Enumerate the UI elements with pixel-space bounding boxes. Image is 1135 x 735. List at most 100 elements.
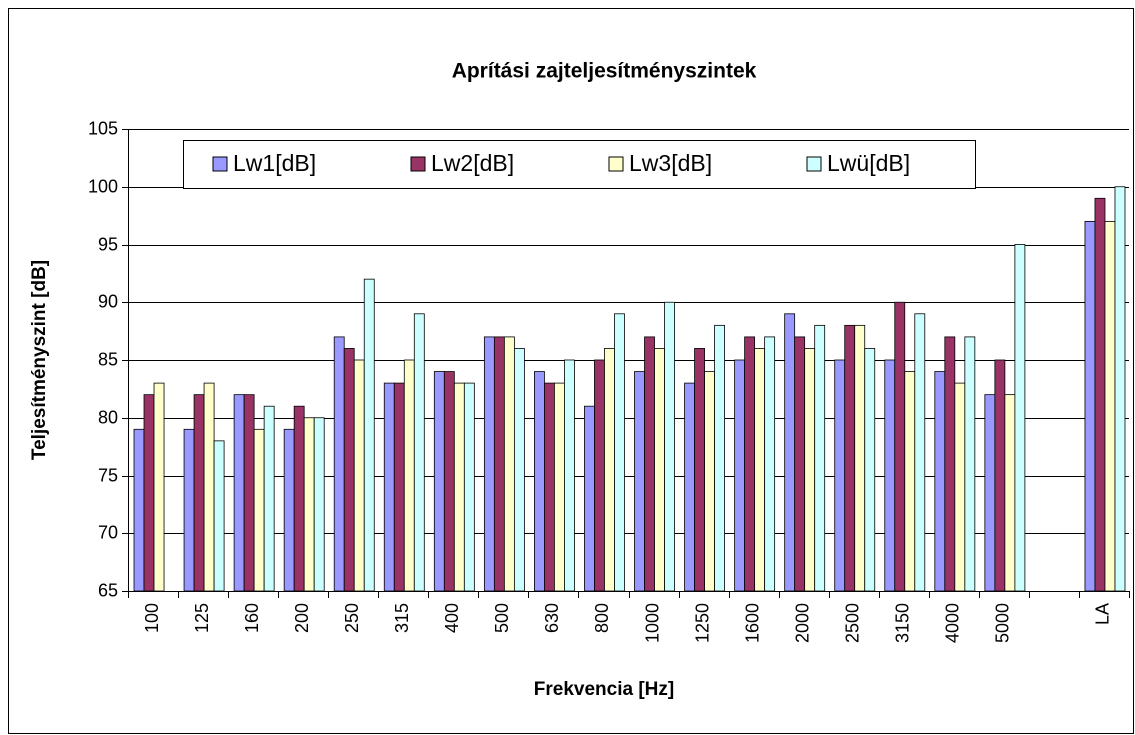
bar bbox=[884, 359, 896, 592]
bar bbox=[544, 382, 555, 592]
bar bbox=[534, 371, 545, 592]
x-tick-label: 5000 bbox=[993, 603, 1013, 643]
bar bbox=[493, 336, 505, 592]
bar bbox=[594, 359, 605, 592]
y-axis-title: Teljesítményszint [dB] bbox=[29, 260, 50, 460]
bar bbox=[263, 405, 275, 592]
x-tick-label: 1000 bbox=[642, 603, 662, 643]
x-tick-label: 2500 bbox=[842, 603, 862, 643]
bar bbox=[734, 359, 746, 592]
legend-swatch bbox=[212, 156, 228, 172]
bar bbox=[684, 382, 695, 592]
bar bbox=[503, 336, 515, 592]
x-tick-label: 500 bbox=[492, 603, 512, 633]
bar bbox=[584, 405, 595, 592]
bar bbox=[844, 324, 856, 592]
legend-label: Lwü[dB] bbox=[827, 150, 910, 176]
bar bbox=[443, 371, 455, 592]
x-tick-label: 100 bbox=[142, 603, 162, 633]
legend-swatch bbox=[608, 156, 624, 172]
bar bbox=[383, 382, 395, 592]
bar bbox=[333, 336, 345, 592]
legend-box bbox=[183, 140, 976, 189]
bar bbox=[403, 359, 415, 592]
bar bbox=[834, 359, 846, 592]
bar bbox=[1084, 220, 1096, 592]
bar bbox=[634, 371, 645, 592]
bar bbox=[664, 301, 675, 592]
bar bbox=[213, 440, 225, 592]
y-tick-label: 65 bbox=[98, 580, 118, 600]
x-tick-label: 160 bbox=[242, 603, 262, 633]
bar bbox=[463, 382, 475, 592]
bar bbox=[764, 336, 776, 592]
bar bbox=[604, 348, 615, 592]
legend-label: Lw3[dB] bbox=[629, 150, 712, 176]
bar bbox=[554, 382, 565, 592]
x-tick-label: 400 bbox=[442, 603, 462, 633]
y-tick-label: 80 bbox=[98, 407, 118, 427]
bar bbox=[233, 394, 245, 592]
bar bbox=[243, 394, 255, 592]
bar bbox=[193, 394, 205, 592]
x-tick-label: 4000 bbox=[943, 603, 963, 643]
bar bbox=[994, 359, 1006, 592]
bar bbox=[784, 313, 796, 592]
bar bbox=[614, 313, 625, 592]
x-tick-label: 315 bbox=[392, 603, 412, 633]
bar bbox=[293, 405, 305, 592]
bar bbox=[303, 417, 315, 592]
chart-title: Aprítási zajteljesítményszintek bbox=[452, 60, 757, 83]
legend-swatch bbox=[410, 156, 426, 172]
y-tick-label: 70 bbox=[98, 522, 118, 542]
bar bbox=[253, 428, 265, 592]
bar bbox=[1104, 220, 1116, 592]
x-tick-label: 3150 bbox=[893, 603, 913, 643]
x-tick-label: 250 bbox=[342, 603, 362, 633]
bar bbox=[483, 336, 495, 592]
bar bbox=[1004, 394, 1016, 592]
bar bbox=[1094, 197, 1106, 592]
bar bbox=[453, 382, 465, 592]
y-tick-label: 90 bbox=[98, 291, 118, 311]
x-tick-label: 1600 bbox=[742, 603, 762, 643]
bar bbox=[894, 301, 906, 592]
legend-swatch bbox=[806, 156, 822, 172]
bar bbox=[564, 359, 575, 592]
bar bbox=[754, 348, 766, 592]
bar bbox=[934, 371, 946, 592]
bar bbox=[904, 371, 916, 592]
x-tick-label: LA bbox=[1093, 603, 1113, 625]
y-tick-label: 95 bbox=[98, 234, 118, 254]
bar bbox=[513, 348, 525, 592]
y-tick-label: 85 bbox=[98, 349, 118, 369]
bar bbox=[644, 336, 655, 592]
y-tick-label: 100 bbox=[88, 176, 118, 196]
bar bbox=[794, 336, 806, 592]
bar bbox=[964, 336, 976, 592]
y-tick-label: 75 bbox=[98, 465, 118, 485]
legend-label: Lw2[dB] bbox=[431, 150, 514, 176]
x-axis-title: Frekvencia [Hz] bbox=[534, 679, 674, 700]
legend-label: Lw1[dB] bbox=[233, 150, 316, 176]
bar bbox=[143, 394, 155, 592]
bar bbox=[343, 348, 355, 592]
bar bbox=[694, 348, 705, 592]
x-tick-label: 630 bbox=[542, 603, 562, 633]
bar bbox=[133, 428, 145, 592]
bar bbox=[1014, 244, 1026, 592]
bar bbox=[413, 313, 425, 592]
bar bbox=[944, 336, 956, 592]
bar bbox=[744, 336, 756, 592]
x-tick-label: 2000 bbox=[792, 603, 812, 643]
bar bbox=[203, 382, 215, 592]
bar bbox=[654, 348, 665, 592]
bar bbox=[804, 348, 816, 592]
bar bbox=[1114, 186, 1126, 592]
bar bbox=[353, 359, 365, 592]
bar bbox=[283, 428, 295, 592]
bar bbox=[433, 371, 445, 592]
bar bbox=[363, 278, 375, 592]
bar bbox=[183, 428, 195, 592]
